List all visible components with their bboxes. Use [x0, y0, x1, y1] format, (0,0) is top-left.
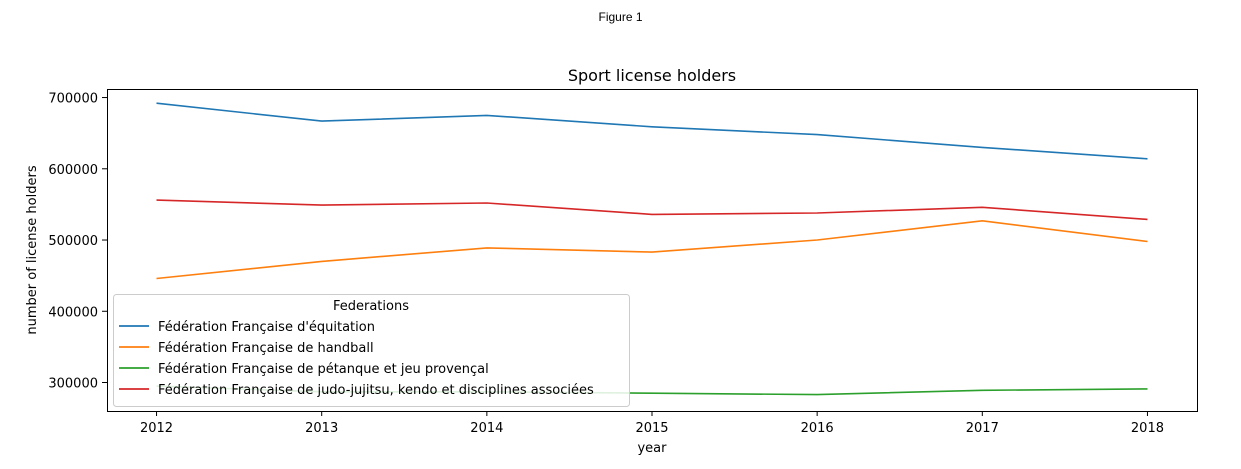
legend-entries: Fédération Française d'équitation Fédérat… [119, 320, 594, 398]
series-line-1 [156, 219, 1148, 280]
legend-label-2: Fédération Française de pétanque et jeu … [158, 362, 489, 377]
y-tick-label: 600000 [48, 163, 98, 178]
x-axis-label: year [637, 441, 667, 456]
series-line-0 [156, 102, 1148, 160]
y-tick-label: 400000 [48, 305, 98, 320]
legend-box [113, 294, 630, 407]
legend-title: Federations [333, 299, 409, 314]
legend-label-1: Fédération Française de handball [158, 341, 374, 356]
x-tick-label: 2016 [801, 421, 834, 436]
figure-window-title: Figure 1 [598, 10, 643, 24]
y-tick-label: 500000 [48, 234, 98, 249]
x-tick-label: 2014 [470, 421, 503, 436]
x-tick-label: 2012 [140, 421, 173, 436]
series-line-3 [156, 199, 1148, 221]
legend: Federations Fédération Française d'équit… [113, 294, 630, 407]
x-tick-label: 2013 [305, 421, 338, 436]
x-tick-label: 2017 [966, 421, 999, 436]
y-axis-ticks: 300000 400000 500000 600000 700000 [48, 92, 107, 392]
legend-label-3: Fédération Française de judo-jujitsu, ke… [158, 383, 594, 398]
y-tick-label: 300000 [48, 377, 98, 392]
x-axis-ticks: 2012 2013 2014 2015 2016 2017 2018 [140, 411, 1164, 436]
y-axis-label: number of license holders [25, 165, 40, 334]
chart-title: Sport license holders [568, 66, 736, 85]
x-tick-label: 2015 [635, 421, 668, 436]
y-tick-label: 700000 [48, 92, 98, 107]
x-tick-label: 2018 [1131, 421, 1164, 436]
legend-label-0: Fédération Française d'équitation [158, 320, 375, 335]
